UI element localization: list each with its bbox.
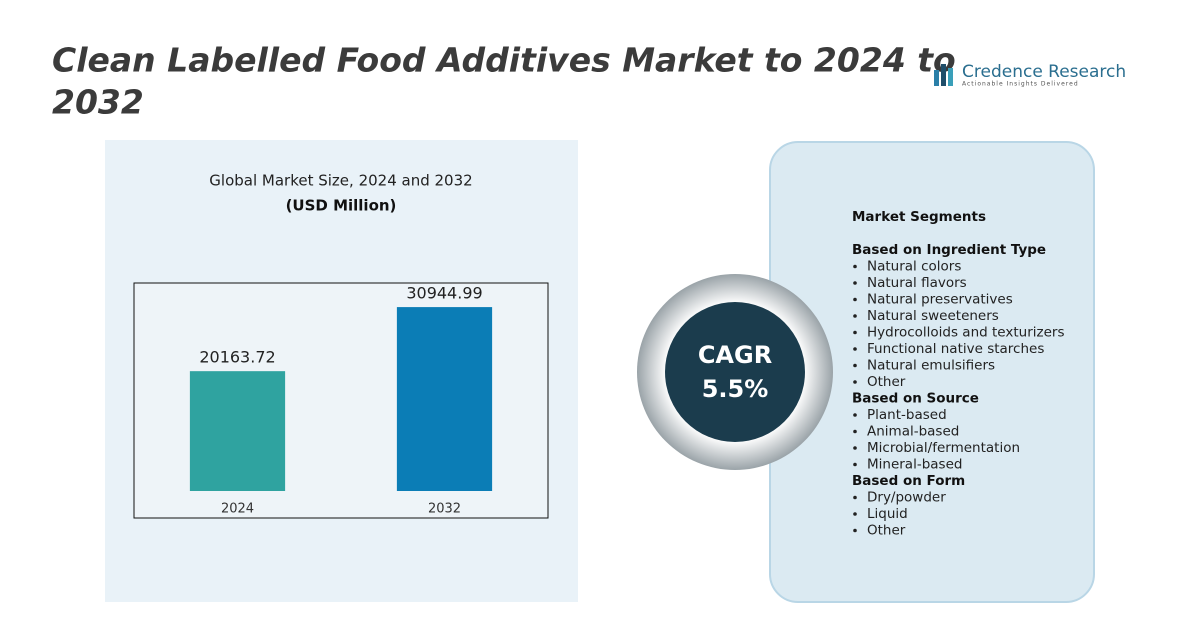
bullet: [853, 380, 857, 384]
segment-item: Hydrocolloids and texturizers: [867, 325, 1064, 341]
bullet: [853, 297, 857, 302]
segment-item: Other: [867, 523, 906, 539]
bar: [396, 307, 493, 491]
segment-item: Liquid: [867, 506, 908, 522]
segment-item: Natural preservatives: [867, 292, 1013, 308]
segment-heading: Based on Ingredient Type: [852, 242, 1046, 258]
segment-item: Mineral-based: [867, 457, 962, 473]
bullet: [853, 347, 857, 351]
segment-heading: Based on Source: [852, 391, 979, 407]
segment-item: Animal-based: [867, 424, 959, 440]
value-label: 30944.99: [406, 284, 482, 303]
segment-item: Natural sweeteners: [867, 308, 999, 324]
logo-name: Credence Research: [962, 62, 1126, 82]
segment-item: Natural flavors: [867, 275, 967, 291]
bullet: [853, 281, 857, 285]
value-label: 20163.72: [199, 348, 275, 367]
bullet: [853, 363, 857, 368]
chart-subtitle: (USD Million): [286, 197, 397, 215]
segment-item: Other: [867, 374, 906, 390]
segment-item: Natural colors: [867, 259, 961, 275]
segment-item: Natural emulsifiers: [867, 358, 995, 374]
x-tick-label: 2032: [428, 502, 461, 517]
segment-heading: Based on Form: [852, 473, 965, 489]
bullet: [853, 264, 857, 269]
bar: [189, 371, 286, 491]
title-line: 2032: [52, 83, 144, 122]
logo: Credence Research Actionable Insights De…: [934, 62, 1126, 88]
bullet: [853, 330, 857, 335]
bullet: [853, 462, 857, 467]
bullet: [853, 413, 857, 417]
bullet: [853, 512, 857, 516]
segments-title: Market Segments: [852, 209, 986, 225]
bullet: [853, 314, 857, 318]
cagr-value: 5.5%: [702, 375, 769, 403]
cagr-label: CAGR: [698, 341, 772, 369]
title-line: Clean Labelled Food Additives Market to …: [52, 41, 956, 80]
bullet: [853, 495, 857, 500]
logo-tagline: Actionable Insights Delivered: [962, 81, 1079, 88]
cagr-circle: [665, 302, 805, 442]
chart-title: Global Market Size, 2024 and 2032: [209, 172, 472, 190]
segment-item: Microbial/fermentation: [867, 440, 1020, 456]
segment-item: Functional native starches: [867, 341, 1044, 357]
x-tick-label: 2024: [221, 502, 254, 517]
bullet: [853, 528, 857, 533]
bullet: [853, 446, 857, 450]
bullet: [853, 429, 857, 434]
segment-item: Dry/powder: [867, 490, 946, 506]
segment-item: Plant-based: [867, 407, 947, 423]
